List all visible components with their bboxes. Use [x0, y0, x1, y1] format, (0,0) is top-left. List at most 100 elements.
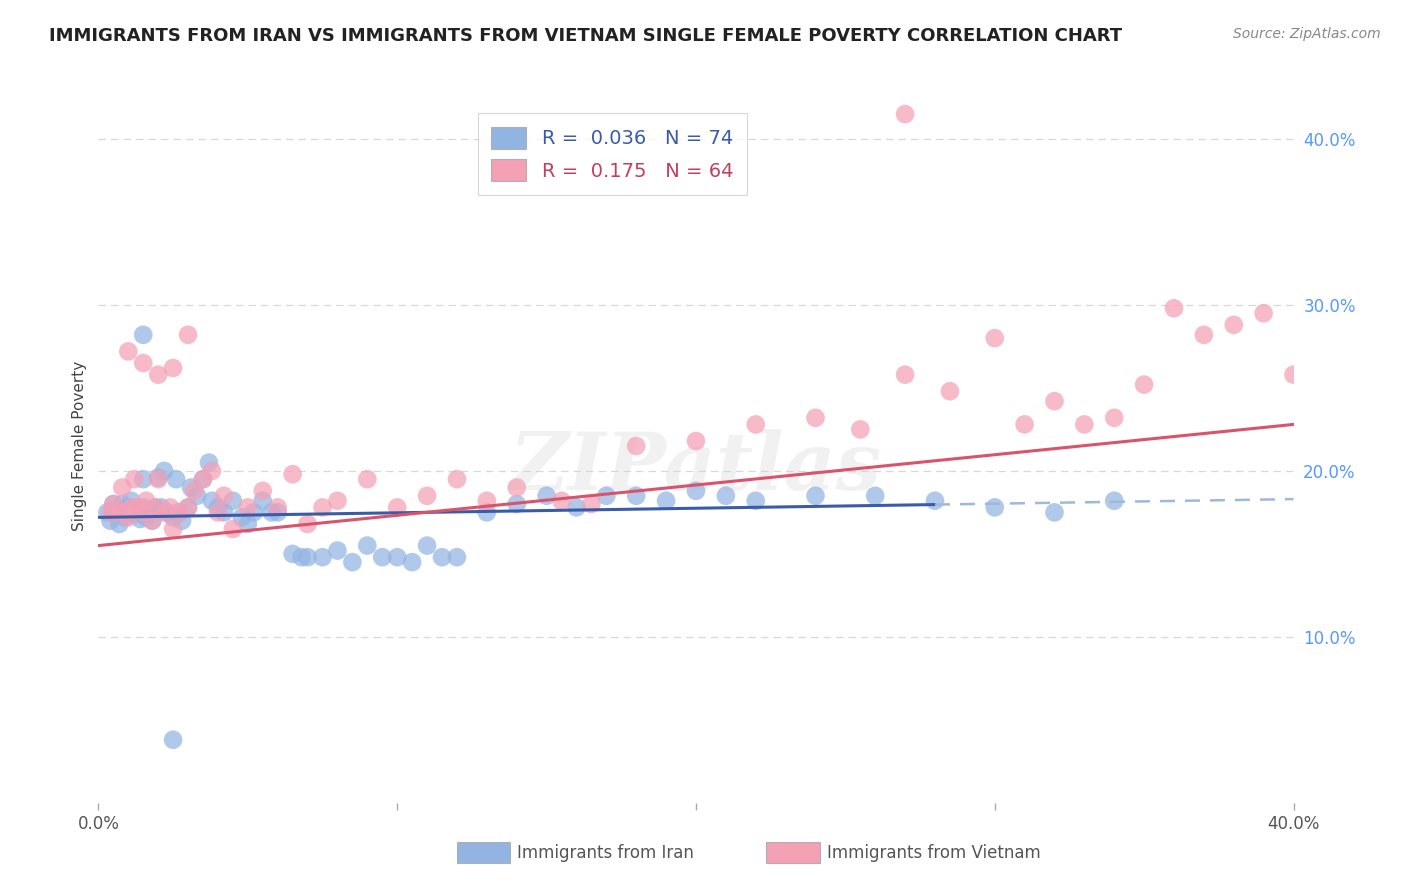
Point: [153, 464, 176, 478]
Point: [132, 327, 155, 342]
Point: [222, 493, 245, 508]
Point: [162, 522, 184, 536]
Point: [114, 510, 136, 524]
Point: [252, 483, 274, 498]
Point: [132, 356, 155, 370]
Legend: R =  0.036   N = 74, R =  0.175   N = 64: R = 0.036 N = 74, R = 0.175 N = 64: [478, 113, 747, 195]
Point: [1163, 301, 1185, 316]
Point: [267, 505, 290, 519]
Point: [96, 505, 118, 519]
Point: [201, 493, 224, 508]
Point: [207, 505, 229, 519]
Text: Immigrants from Iran: Immigrants from Iran: [517, 844, 695, 862]
Point: [180, 481, 202, 495]
Point: [745, 493, 768, 508]
Point: [984, 500, 1007, 515]
Point: [1073, 417, 1095, 432]
Point: [114, 505, 136, 519]
Point: [148, 470, 170, 484]
Point: [804, 489, 827, 503]
Point: [626, 489, 648, 503]
Point: [475, 505, 498, 519]
Point: [297, 516, 319, 531]
Point: [281, 547, 304, 561]
Point: [894, 368, 917, 382]
Point: [105, 505, 128, 519]
Point: [804, 410, 827, 425]
Point: [132, 500, 155, 515]
Point: [138, 504, 160, 518]
Point: [385, 550, 409, 565]
Point: [117, 500, 139, 515]
Point: [252, 493, 274, 508]
Point: [311, 500, 333, 515]
Point: [416, 539, 439, 553]
Point: [132, 505, 155, 519]
Point: [416, 489, 439, 503]
Point: [1282, 368, 1305, 382]
Point: [177, 500, 200, 515]
Point: [135, 493, 157, 508]
Point: [198, 456, 221, 470]
Point: [475, 493, 498, 508]
Point: [356, 472, 378, 486]
Point: [191, 472, 214, 486]
Point: [201, 464, 224, 478]
Point: [141, 514, 163, 528]
Point: [291, 550, 314, 565]
Point: [103, 505, 125, 519]
Point: [143, 500, 166, 515]
Point: [212, 505, 235, 519]
Text: Immigrants from Vietnam: Immigrants from Vietnam: [827, 844, 1040, 862]
Point: [685, 434, 707, 448]
Point: [714, 489, 737, 503]
Point: [111, 497, 134, 511]
Point: [98, 514, 122, 528]
Point: [984, 331, 1007, 345]
Point: [98, 505, 122, 519]
Point: [626, 439, 648, 453]
Point: [167, 505, 190, 519]
Point: [326, 493, 349, 508]
Point: [148, 368, 170, 382]
Text: IMMIGRANTS FROM IRAN VS IMMIGRANTS FROM VIETNAM SINGLE FEMALE POVERTY CORRELATIO: IMMIGRANTS FROM IRAN VS IMMIGRANTS FROM …: [49, 27, 1122, 45]
Text: ZIPatlas: ZIPatlas: [510, 429, 882, 506]
Point: [127, 504, 149, 518]
Point: [297, 550, 319, 565]
Point: [162, 510, 184, 524]
Point: [212, 489, 235, 503]
Point: [446, 550, 468, 565]
Point: [655, 493, 678, 508]
Point: [191, 472, 214, 486]
Point: [159, 500, 181, 515]
Point: [506, 497, 529, 511]
Point: [1014, 417, 1036, 432]
Point: [260, 505, 283, 519]
Point: [156, 505, 179, 519]
Point: [311, 550, 333, 565]
Point: [207, 500, 229, 515]
Point: [153, 505, 176, 519]
Point: [371, 550, 394, 565]
Point: [236, 500, 259, 515]
Point: [1043, 505, 1066, 519]
Point: [281, 467, 304, 482]
Point: [165, 472, 187, 486]
Point: [162, 732, 184, 747]
Point: [401, 555, 423, 569]
Point: [243, 505, 266, 519]
Point: [103, 497, 125, 511]
Point: [127, 500, 149, 515]
Point: [117, 505, 139, 519]
Point: [1253, 306, 1275, 320]
Point: [135, 510, 157, 524]
Point: [550, 493, 572, 508]
Point: [141, 514, 163, 528]
Point: [150, 500, 173, 515]
Point: [105, 505, 128, 519]
Point: [536, 489, 558, 503]
Point: [111, 481, 134, 495]
Point: [129, 512, 152, 526]
Point: [162, 361, 184, 376]
Point: [124, 507, 146, 521]
